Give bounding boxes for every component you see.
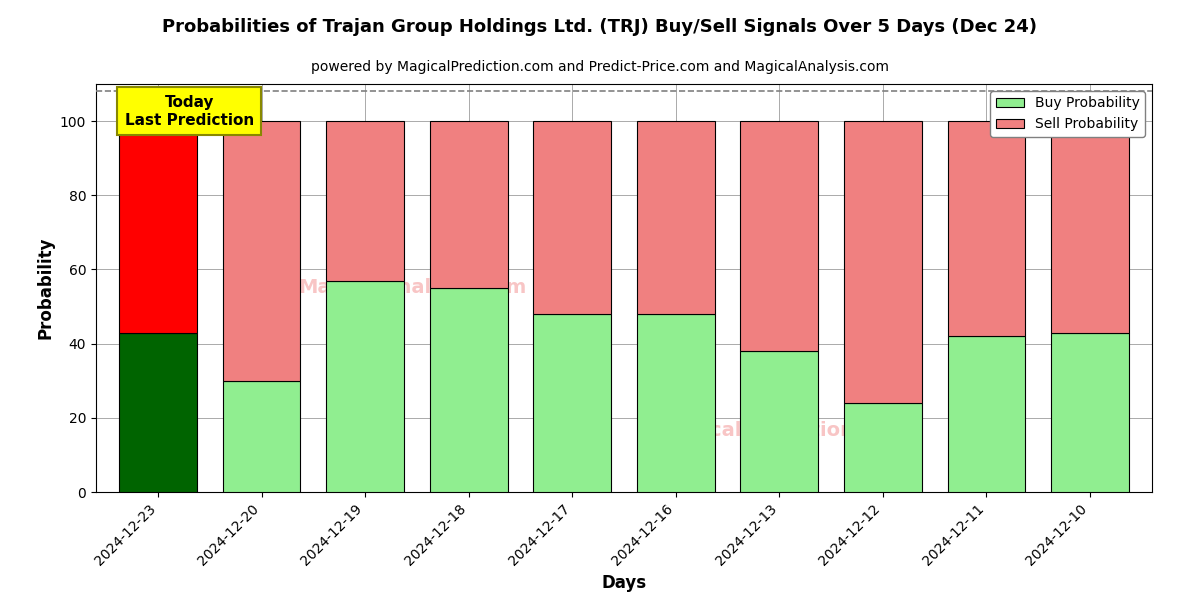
Bar xyxy=(740,121,818,351)
Bar xyxy=(534,121,611,314)
Text: MagicalAnalysis.com: MagicalAnalysis.com xyxy=(299,278,527,298)
Bar xyxy=(223,121,300,381)
Bar xyxy=(534,314,611,492)
Bar xyxy=(1051,121,1129,332)
Bar xyxy=(844,121,922,403)
Bar xyxy=(637,121,714,314)
Bar xyxy=(119,332,197,492)
Bar xyxy=(430,121,508,288)
Bar xyxy=(948,121,1025,336)
X-axis label: Days: Days xyxy=(601,574,647,592)
Bar xyxy=(637,314,714,492)
Bar xyxy=(223,381,300,492)
Bar xyxy=(844,403,922,492)
Bar xyxy=(948,336,1025,492)
Bar xyxy=(430,288,508,492)
Bar xyxy=(326,121,404,281)
Text: Today
Last Prediction: Today Last Prediction xyxy=(125,95,254,128)
Y-axis label: Probability: Probability xyxy=(36,237,54,339)
Text: MagicalPrediction.com: MagicalPrediction.com xyxy=(658,421,907,440)
Bar xyxy=(740,351,818,492)
Bar xyxy=(119,121,197,332)
Bar xyxy=(326,281,404,492)
Text: Probabilities of Trajan Group Holdings Ltd. (TRJ) Buy/Sell Signals Over 5 Days (: Probabilities of Trajan Group Holdings L… xyxy=(162,18,1038,36)
Legend: Buy Probability, Sell Probability: Buy Probability, Sell Probability xyxy=(990,91,1145,137)
Bar xyxy=(1051,332,1129,492)
Text: powered by MagicalPrediction.com and Predict-Price.com and MagicalAnalysis.com: powered by MagicalPrediction.com and Pre… xyxy=(311,60,889,74)
